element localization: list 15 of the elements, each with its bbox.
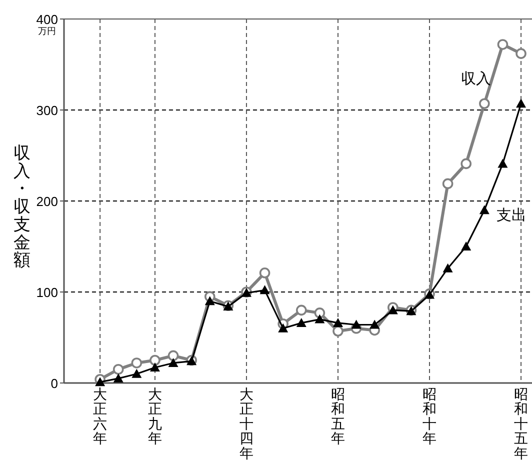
x-tick-label: 昭和十五年: [514, 386, 528, 461]
x-tick-label: 大正六年: [93, 386, 108, 446]
y-tick-label: 100: [36, 285, 58, 300]
x-tick-label: 大正十四年: [239, 386, 254, 461]
series-label: 収入: [461, 70, 492, 88]
y-tick-label: 400: [36, 12, 58, 27]
x-tick-label: 大正九年: [148, 386, 162, 446]
y-tick-label: 0: [50, 376, 58, 391]
y-axis-title: 収入・収支金額: [14, 144, 30, 270]
series-label: 支出: [496, 207, 526, 224]
x-tick-label: 昭和十年: [422, 386, 436, 446]
text: 万円: [38, 26, 56, 36]
y-tick-label: 300: [36, 103, 58, 118]
x-tick-label: 昭和五年: [331, 386, 345, 446]
y-tick-label: 200: [36, 194, 58, 209]
